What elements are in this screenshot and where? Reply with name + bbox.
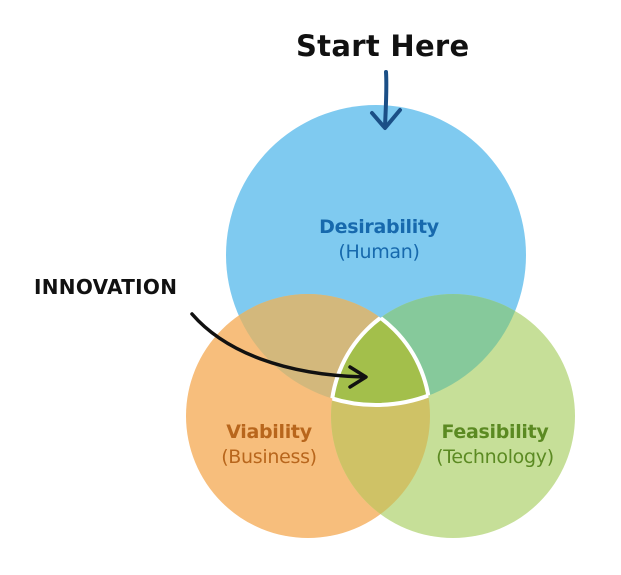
start-here-label: Start Here xyxy=(296,29,470,63)
viability-subtitle: (Business) xyxy=(221,446,317,468)
viability-label: Viability (Business) xyxy=(204,423,334,467)
viability-title: Viability xyxy=(226,421,312,443)
feasibility-label: Feasibility (Technology) xyxy=(420,423,570,467)
innovation-arrow-icon xyxy=(190,312,368,389)
desirability-label: Desirability (Human) xyxy=(306,218,452,262)
desirability-title: Desirability xyxy=(319,216,439,238)
innovation-center-region xyxy=(331,294,430,405)
feasibility-subtitle: (Technology) xyxy=(436,446,554,468)
center-outline xyxy=(329,294,432,407)
feasibility-title: Feasibility xyxy=(441,421,549,443)
innovation-label: INNOVATION xyxy=(34,275,178,299)
desirability-subtitle: (Human) xyxy=(338,241,420,263)
start-arrow-icon xyxy=(370,70,402,130)
